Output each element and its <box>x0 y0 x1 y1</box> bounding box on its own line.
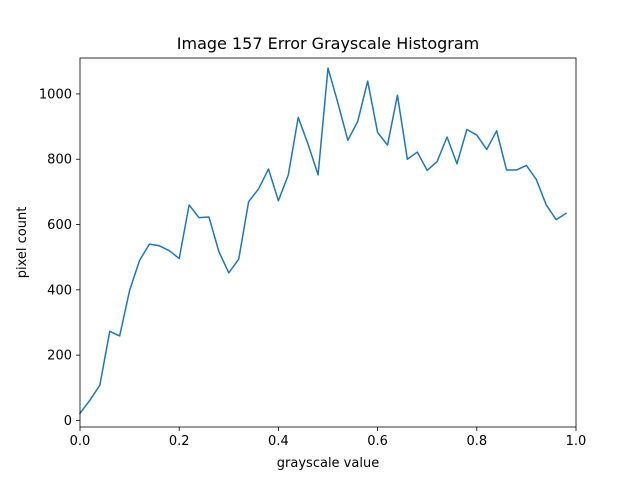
x-tick-label: 0.2 <box>169 434 190 449</box>
x-tick-label: 1.0 <box>566 434 587 449</box>
x-tick-label: 0.6 <box>367 434 388 449</box>
plot-area <box>78 67 568 415</box>
chart-title: Image 157 Error Grayscale Histogram <box>177 34 479 53</box>
x-tick-label: 0.0 <box>70 434 91 449</box>
y-axis: 0 200 400 600 800 1000 <box>39 87 80 429</box>
x-tick-label: 0.4 <box>268 434 289 449</box>
y-tick-label: 200 <box>47 349 72 364</box>
y-tick-label: 800 <box>47 153 72 168</box>
y-tick-label: 400 <box>47 283 72 298</box>
y-axis-label: pixel count <box>15 207 30 279</box>
y-tick-label: 1000 <box>39 87 72 102</box>
x-tick-label: 0.8 <box>466 434 487 449</box>
y-tick-label: 0 <box>64 414 72 429</box>
x-axis-label: grayscale value <box>277 456 379 471</box>
series-line <box>78 67 568 415</box>
x-axis: 0.0 0.2 0.4 0.6 0.8 1.0 <box>70 427 587 449</box>
plot-frame <box>79 57 577 428</box>
y-tick-label: 600 <box>47 218 72 233</box>
